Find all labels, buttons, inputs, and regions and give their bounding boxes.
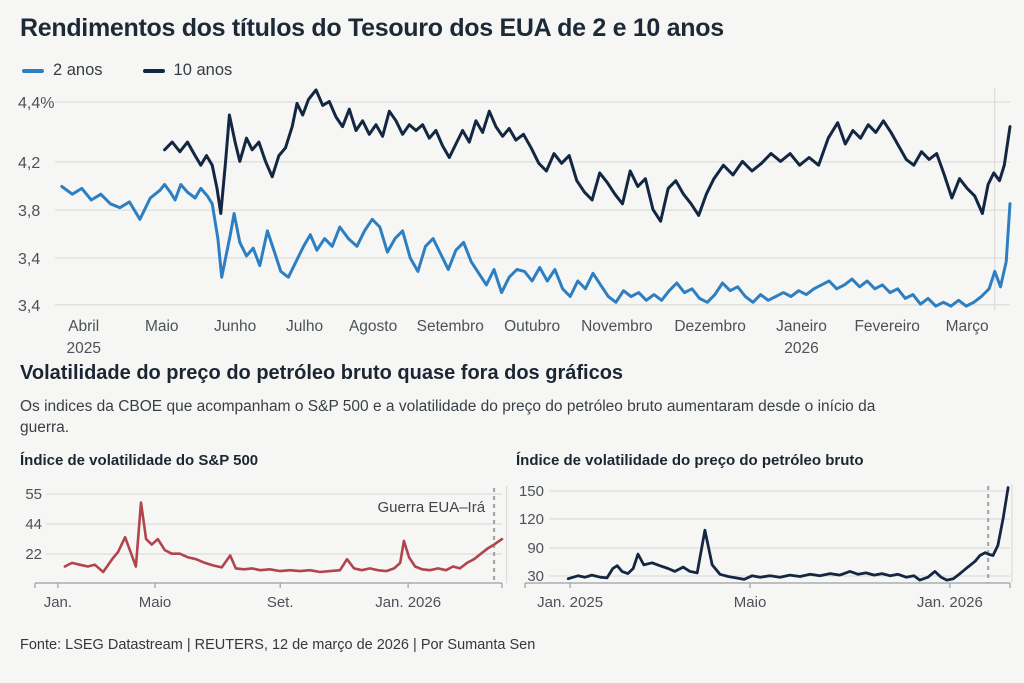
chart-svg: 4,4% 4,2 3,8 3,4 3,4 Abril 2025 Maio Junho Julho A… xyxy=(18,88,1012,357)
chart-svg: 55 44 22 Jan. Maio Set. Jan. 2026 Guerra EUA–Ir… xyxy=(25,486,508,611)
y-tick-label: 44 xyxy=(25,516,42,533)
legend-swatch-2-anos-icon xyxy=(22,68,44,73)
x-tick-label: Junho xyxy=(214,318,256,335)
legend-item-2-anos: 2 anos xyxy=(22,61,103,80)
y-tick-label: 90 xyxy=(527,540,544,557)
y-tick-label: 4,2 xyxy=(18,155,40,172)
x-tick-year-label: 2026 xyxy=(784,340,818,357)
x-tick-label: Agosto xyxy=(349,318,397,335)
series-line-vix-s-p-500 xyxy=(63,501,504,574)
section-subtitle: Os indices da CBOE que acompanham o S&P … xyxy=(20,398,876,437)
y-tick-label: 4,4% xyxy=(18,95,54,112)
section-headline: Volatilidade do preço do petróleo bruto … xyxy=(20,362,624,384)
source-line: Fonte: LSEG Datastream | REUTERS, 12 de … xyxy=(20,637,536,653)
oil-vix-chart-title: Índice de volatilidade do preço do petró… xyxy=(516,452,864,469)
series-line-ovx xyxy=(566,486,1010,582)
legend-swatch-10-anos-icon xyxy=(142,68,165,73)
x-tick-label: Janeiro xyxy=(776,318,827,335)
x-tick-label: Jan. 2025 xyxy=(537,594,603,611)
y-tick-label: 3,8 xyxy=(18,203,40,220)
y-tick-label: 55 xyxy=(25,486,42,503)
x-tick-year-label: 2025 xyxy=(66,340,100,357)
y-tick-label: 120 xyxy=(519,511,544,528)
x-tick-label: Dezembro xyxy=(674,318,746,335)
sp500-vix-chart-title: Índice de volatilidade do S&P 500 xyxy=(20,452,259,469)
x-tick-label: Jan. 2026 xyxy=(375,594,441,611)
x-tick-label: Maio xyxy=(139,594,172,611)
x-tick-label: Julho xyxy=(286,318,323,335)
x-tick-label: Maio xyxy=(734,594,767,611)
series-line-2-anos xyxy=(60,183,1012,308)
x-tick-label: Novembro xyxy=(581,318,653,335)
y-tick-label: 3,4 xyxy=(18,251,40,268)
page-title: Rendimentos dos títulos do Tesouro dos E… xyxy=(20,14,724,42)
x-tick-label: Abril xyxy=(68,318,99,335)
legend-label-2-anos: 2 anos xyxy=(53,61,103,79)
chart-svg: 150 120 90 30 Jan. 2025 Maio Jan. 2026 xyxy=(519,483,1013,611)
oil-vix-chart: 150 120 90 30 Jan. 2025 Maio Jan. 2026 xyxy=(512,478,1024,618)
series-line-10-anos xyxy=(163,88,1012,223)
x-tick-label: Outubro xyxy=(504,318,560,335)
x-tick-label: Setembro xyxy=(417,318,484,335)
event-annotation-label: Guerra EUA–Irá xyxy=(378,499,486,516)
treasury-yields-chart: 4,4% 4,2 3,8 3,4 3,4 Abril 2025 Maio Junho Julho A… xyxy=(0,84,1024,358)
x-tick-label: Set. xyxy=(267,594,294,611)
y-tick-label: 30 xyxy=(527,568,544,585)
legend-item-10-anos: 10 anos xyxy=(142,61,233,80)
y-tick-label: 150 xyxy=(519,483,544,500)
x-tick-label: Março xyxy=(946,318,989,335)
x-tick-label: Fevereiro xyxy=(854,318,919,335)
y-tick-label: 3,4 xyxy=(18,298,40,315)
y-tick-label: 22 xyxy=(25,546,42,563)
x-tick-label: Jan. 2026 xyxy=(917,594,983,611)
x-tick-label: Jan. xyxy=(44,594,72,611)
legend: 2 anos 10 anos xyxy=(22,61,232,80)
x-tick-label: Maio xyxy=(145,318,179,335)
legend-label-10-anos: 10 anos xyxy=(173,61,233,79)
sp500-vix-chart: 55 44 22 Jan. Maio Set. Jan. 2026 Guerra EUA–Ir… xyxy=(0,478,512,618)
